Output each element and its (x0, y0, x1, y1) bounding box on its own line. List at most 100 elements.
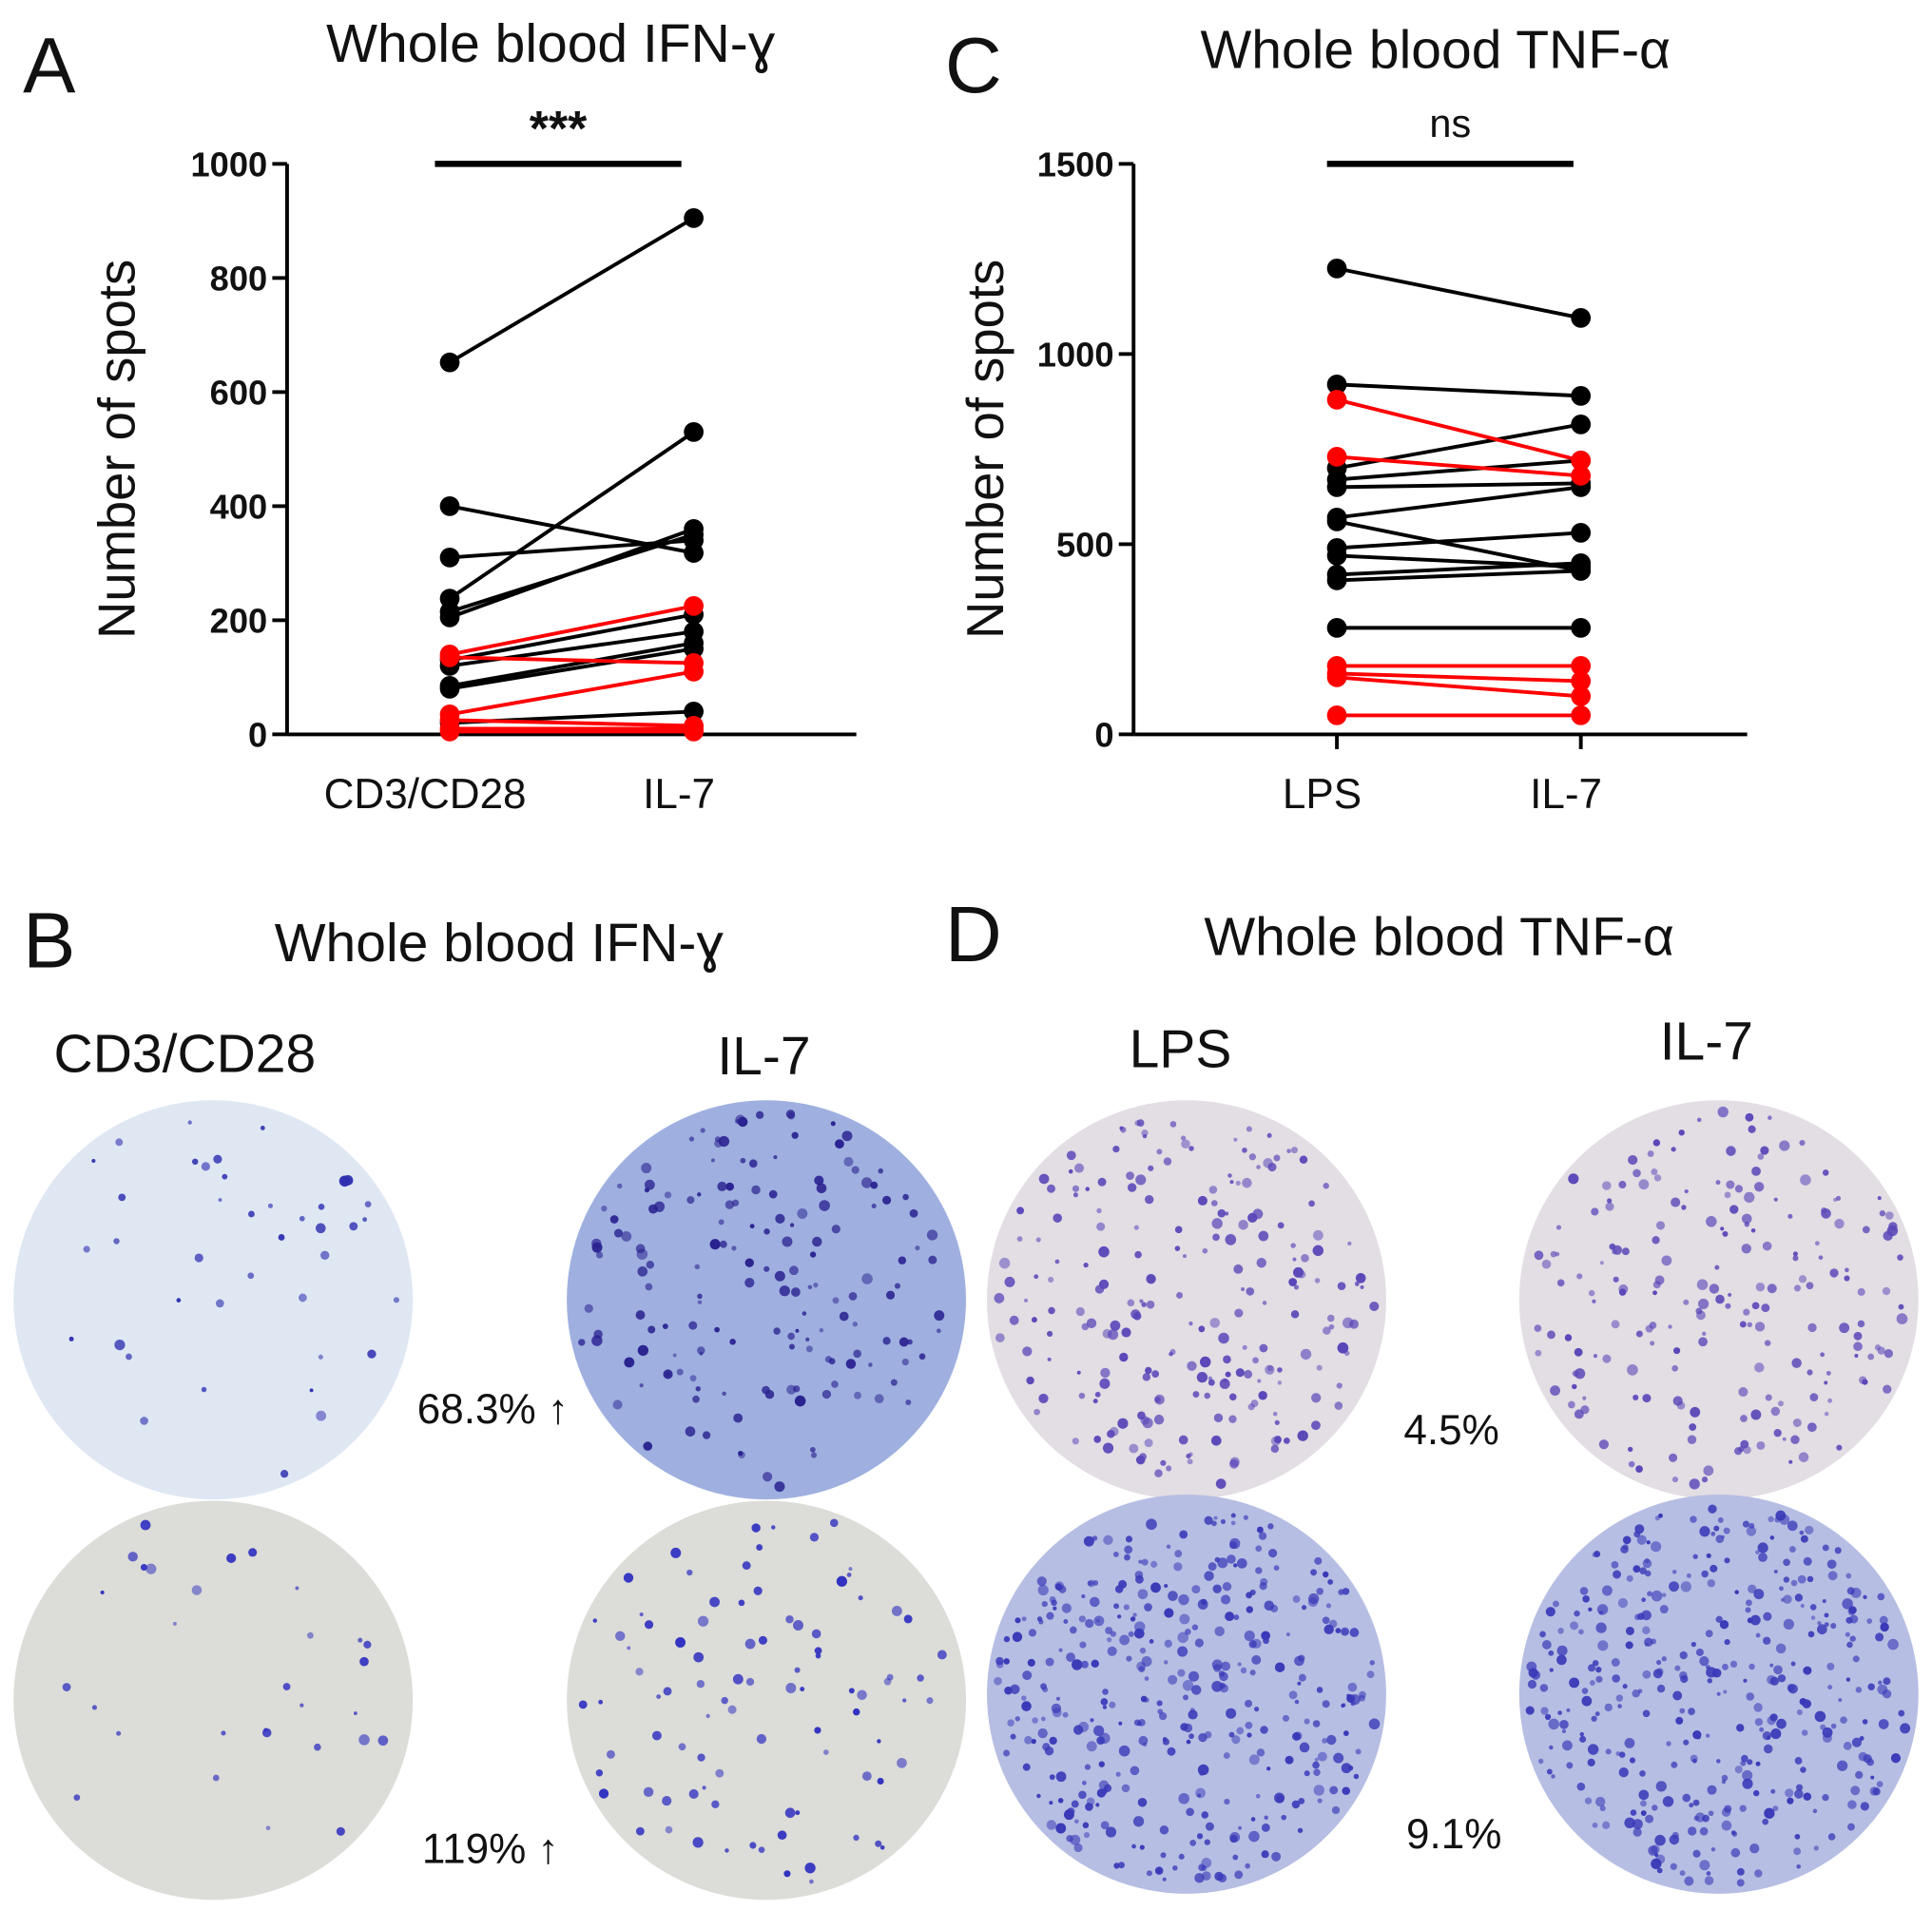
spot (1369, 1660, 1375, 1666)
spot (688, 1136, 695, 1142)
spot (1225, 1211, 1229, 1216)
spot (1851, 1737, 1862, 1747)
spot (1063, 1619, 1069, 1624)
spot (1605, 1748, 1612, 1755)
spot (1297, 1681, 1302, 1686)
spot (858, 1595, 863, 1601)
spot (1680, 1581, 1691, 1592)
spot (1773, 1665, 1783, 1675)
spot (1105, 1626, 1113, 1634)
spot (1617, 1597, 1629, 1609)
spot (1274, 1662, 1285, 1672)
spot (1229, 1457, 1240, 1467)
spot (221, 1730, 226, 1736)
spot (1817, 1621, 1822, 1626)
spot (1827, 1833, 1836, 1841)
spot (1139, 1647, 1147, 1654)
spot (676, 1368, 684, 1376)
spot (1547, 1330, 1555, 1340)
spot (751, 1185, 761, 1195)
spot (1317, 1751, 1327, 1762)
spot (1882, 1689, 1892, 1699)
spot (1021, 1616, 1027, 1622)
spot (1633, 1565, 1641, 1573)
spot (1323, 1182, 1329, 1189)
spot (1607, 1198, 1613, 1204)
spot (1102, 1328, 1112, 1339)
spot (1591, 1207, 1599, 1216)
spot (1720, 1226, 1725, 1231)
spot (1845, 1631, 1850, 1637)
data-point (684, 722, 704, 742)
spot (1116, 1614, 1122, 1619)
spot (1661, 1255, 1672, 1266)
spot (1613, 1570, 1622, 1579)
spot (790, 1287, 801, 1297)
spot (1236, 1558, 1247, 1569)
spot (1754, 1718, 1764, 1727)
spot (693, 1651, 705, 1663)
spot (617, 1183, 623, 1189)
spot (140, 1519, 151, 1531)
spot (1741, 1754, 1748, 1763)
spot (1285, 1755, 1294, 1765)
spot (1328, 1323, 1335, 1330)
spot (1358, 1273, 1363, 1279)
spot (794, 1667, 801, 1673)
spot (1182, 1680, 1194, 1691)
spot (1107, 1637, 1112, 1643)
spot (1342, 1588, 1350, 1595)
spot (1887, 1638, 1899, 1650)
y-tick-label: 1500 (1037, 145, 1114, 183)
spot (248, 1210, 255, 1218)
spot (1877, 1346, 1885, 1355)
spot (1142, 1373, 1151, 1381)
spot (756, 1544, 763, 1551)
series-line (449, 527, 695, 620)
chart-title: Whole blood TNF-α (1200, 19, 1671, 80)
spot (1797, 1574, 1806, 1584)
spot (1333, 1752, 1344, 1764)
spot (697, 1293, 703, 1300)
spot (1847, 1823, 1855, 1831)
spot (1721, 1774, 1729, 1782)
spot (316, 1410, 327, 1421)
spot (1133, 1719, 1141, 1727)
spot (735, 1114, 745, 1126)
spot (926, 1229, 938, 1241)
spot (1003, 1635, 1011, 1643)
spot (814, 1175, 824, 1186)
spot (795, 1328, 800, 1333)
spot (1090, 1718, 1094, 1723)
spot (1098, 1780, 1110, 1791)
spot (1883, 1384, 1892, 1394)
spot (1597, 1640, 1609, 1651)
spot (686, 1569, 693, 1576)
spot (1342, 1317, 1354, 1329)
spot (1850, 1587, 1862, 1598)
spot (1046, 1612, 1054, 1620)
spot (1668, 1324, 1672, 1329)
spot (1878, 1680, 1883, 1686)
spot (686, 1196, 695, 1205)
spot (994, 1676, 1002, 1686)
spot (1696, 1117, 1702, 1123)
spot (1112, 1551, 1119, 1557)
spot (1592, 1822, 1598, 1828)
spot (1827, 1571, 1838, 1581)
spot (1760, 1146, 1769, 1155)
spot (1859, 1376, 1867, 1384)
spot (1724, 1557, 1730, 1564)
spot (1168, 1674, 1178, 1685)
spot (1281, 1814, 1287, 1821)
spot (1754, 1869, 1763, 1878)
spot (627, 1646, 631, 1650)
spot (1179, 1613, 1190, 1625)
spot (762, 1472, 773, 1482)
spot (363, 1640, 372, 1649)
series-line (449, 604, 694, 657)
spot (812, 1236, 822, 1247)
spot (1792, 1255, 1799, 1262)
spot (215, 1299, 224, 1308)
spot (1748, 1584, 1757, 1593)
